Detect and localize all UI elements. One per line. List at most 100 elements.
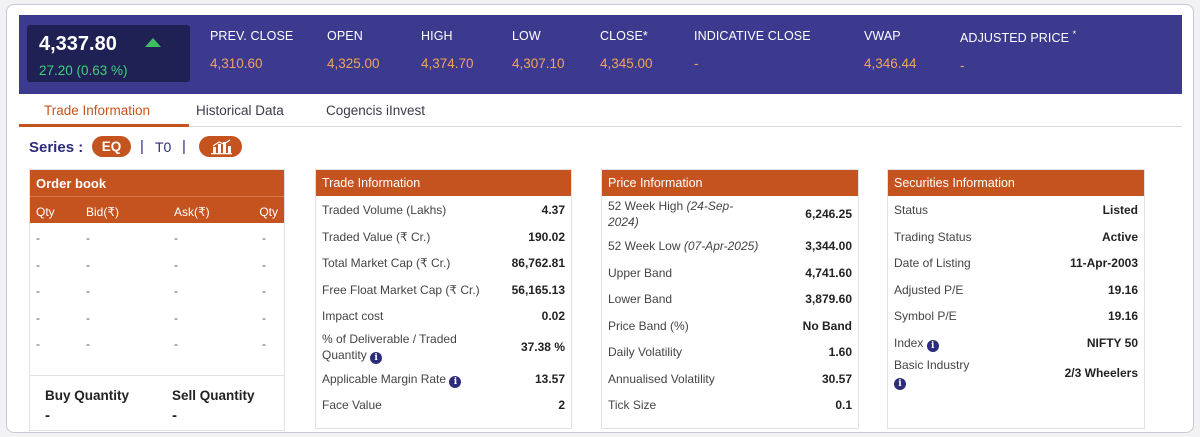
quote-header: 4,337.80 27.20 (0.63 %) PREV. CLOSE 4,31… — [19, 15, 1182, 94]
order-book-totals: Buy Quantity - Sell Quantity - — [30, 375, 284, 432]
row-label: Status — [894, 203, 929, 217]
securities-info-row: Trading Status Active — [888, 223, 1144, 250]
info-icon[interactable]: i — [894, 378, 906, 390]
securities-info-row: Basic Industry i 2/3 Wheelers — [888, 355, 1144, 391]
cell: - — [174, 337, 178, 352]
row-value: 2/3 Wheelers — [1064, 366, 1138, 380]
cell: - — [86, 337, 90, 352]
row-value: 19.16 — [1107, 282, 1138, 297]
cell: - — [174, 257, 178, 272]
row-label: Basic Industry i — [894, 357, 969, 390]
row-value: 19.16 — [1107, 309, 1138, 323]
trade-information-card: Trade Information Traded Volume (Lakhs) 4… — [315, 169, 572, 429]
row-value: 0.1 — [835, 398, 852, 412]
row-label-text: 52 Week High — [608, 199, 684, 213]
price-info-row: Daily Volatility 1.60 — [602, 338, 858, 365]
tab-cogencis-iinvest[interactable]: Cogencis iInvest — [326, 103, 426, 118]
chart-button[interactable] — [199, 136, 242, 157]
price-info-row: Annualised Volatility 30.57 — [602, 365, 858, 392]
row-value: 86,762.81 — [511, 256, 565, 270]
order-book-card: Order book Qty Bid(₹) Ask(₹) Qty - - - -… — [29, 169, 285, 431]
row-label-text: Applicable Margin Rate — [322, 371, 447, 386]
row-label: Lower Band — [608, 292, 673, 306]
stat-high: HIGH 4,374.70 — [421, 29, 474, 71]
footnote-mark: * — [1072, 29, 1077, 39]
cell: - — [86, 257, 90, 272]
series-t0-button[interactable]: T0 — [155, 139, 172, 155]
stat-value: - — [694, 56, 699, 71]
tab-bar: Trade Information Historical Data Cogenc… — [19, 95, 1182, 127]
column-header: Qty — [36, 205, 55, 219]
row-label: Trading Status — [894, 229, 972, 244]
row-label: Index i — [894, 336, 939, 352]
row-value: Active — [1101, 229, 1138, 244]
row-date: (24-Sep- — [686, 199, 734, 213]
order-book-row: - - - - — [30, 303, 284, 330]
row-label: % of Deliverable / Traded Quantity i — [322, 331, 457, 364]
price-information-card: Price Information 52 Week High (24-Sep- 2… — [601, 169, 859, 429]
row-label: Daily Volatility — [608, 345, 683, 359]
row-value: 1.60 — [828, 345, 852, 359]
securities-info-row: Adjusted P/E 19.16 — [888, 276, 1144, 303]
trade-info-row: Traded Value (₹ Cr.) 190.02 — [316, 223, 571, 250]
sell-quantity-label: Sell Quantity — [172, 388, 255, 403]
securities-info-row: Date of Listing 11-Apr-2003 — [888, 249, 1144, 276]
tab-trade-information[interactable]: Trade Information — [44, 103, 151, 118]
series-eq-button[interactable]: EQ — [92, 136, 131, 157]
cell: - — [36, 284, 40, 299]
row-value: 0.02 — [541, 309, 565, 323]
stat-adjusted-price: ADJUSTED PRICE * - — [960, 29, 1076, 73]
stat-prev-close: PREV. CLOSE 4,310.60 — [210, 29, 293, 71]
stat-value: 4,325.00 — [327, 56, 380, 71]
price-info-row: Lower Band 3,879.60 — [602, 285, 858, 312]
stat-indicative-close: INDICATIVE CLOSE - — [694, 29, 811, 71]
row-value: 11-Apr-2003 — [1069, 256, 1138, 270]
trade-info-row: % of Deliverable / Traded Quantity i 37.3… — [316, 329, 571, 365]
info-icon[interactable]: i — [926, 339, 939, 352]
info-icon[interactable]: i — [449, 375, 462, 388]
price-information-title: Price Information — [602, 170, 858, 196]
row-label: Impact cost — [322, 309, 384, 323]
stat-value: - — [960, 58, 965, 74]
row-label: Symbol P/E — [894, 309, 957, 323]
stat-vwap: VWAP 4,346.44 — [864, 29, 917, 71]
row-value: 30.57 — [821, 371, 852, 386]
row-value: 3,879.60 — [805, 292, 852, 306]
order-book-row: - - - - — [30, 250, 284, 277]
row-date: (07-Apr-2025) — [683, 239, 759, 253]
up-arrow-icon — [145, 38, 161, 47]
price-info-row: Price Band (%) No Band — [602, 312, 858, 339]
row-label: Free Float Market Cap (₹ Cr.) — [322, 282, 480, 297]
stat-label: VWAP — [864, 29, 901, 43]
trade-info-row: Face Value 2 — [316, 391, 571, 418]
cell: - — [36, 337, 40, 352]
tab-historical-data[interactable]: Historical Data — [196, 103, 284, 118]
stat-value: 4,345.00 — [600, 56, 653, 71]
trade-information-title: Trade Information — [316, 170, 571, 196]
row-label-text: Basic Industry — [894, 358, 970, 372]
active-tab-indicator — [19, 124, 189, 127]
order-book-row: - - - - — [30, 329, 284, 356]
divider: | — [182, 138, 186, 155]
stat-low: LOW 4,307.10 — [512, 29, 565, 71]
cell: - — [86, 231, 90, 245]
stat-label: HIGH — [421, 29, 453, 43]
row-value: 3,344.00 — [805, 239, 852, 253]
row-date: 2024) — [608, 215, 639, 229]
row-label: Face Value — [322, 398, 382, 412]
cell: - — [86, 284, 90, 299]
cell: - — [36, 257, 40, 272]
stat-label: OPEN — [327, 29, 363, 43]
price-info-row: 52 Week Low (07-Apr-2025) 3,344.00 — [602, 232, 858, 259]
row-value: 56,165.13 — [511, 282, 565, 297]
stat-close: CLOSE* 4,345.00 — [600, 29, 653, 71]
column-header: Bid(₹) — [86, 205, 119, 219]
row-label: Traded Value (₹ Cr.) — [322, 229, 431, 244]
info-icon[interactable]: i — [370, 351, 383, 364]
cell: - — [36, 231, 40, 245]
price-change: 27.20 (0.63 %) — [39, 63, 128, 78]
stat-label: LOW — [512, 29, 541, 43]
row-label-text: 52 Week Low — [608, 239, 681, 253]
stat-value: 4,307.10 — [512, 56, 565, 71]
trade-info-row: Impact cost 0.02 — [316, 302, 571, 329]
